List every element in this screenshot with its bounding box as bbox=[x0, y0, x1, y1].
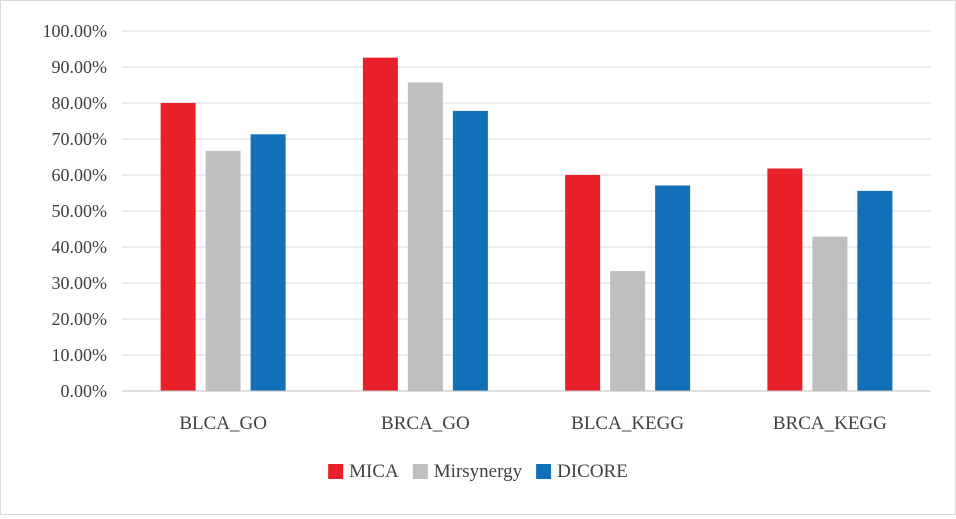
legend-label: MICA bbox=[349, 461, 399, 482]
bar-mirsynergy-brca-kegg bbox=[812, 236, 848, 391]
bar-mica-brca-kegg bbox=[767, 168, 803, 391]
x-tick-label: BLCA_KEGG bbox=[571, 413, 684, 434]
bar-mirsynergy-blca-go bbox=[205, 150, 241, 391]
x-tick-label: BLCA_GO bbox=[179, 413, 267, 434]
bar-mica-blca-kegg bbox=[565, 175, 601, 391]
legend-label: Mirsynergy bbox=[434, 461, 523, 482]
y-tick-label: 30.00% bbox=[52, 273, 108, 293]
x-tick-label: BRCA_GO bbox=[381, 413, 470, 434]
x-tick-label: BRCA_KEGG bbox=[773, 413, 887, 434]
y-tick-label: 60.00% bbox=[52, 165, 108, 185]
bar-dicore-brca-kegg bbox=[857, 190, 893, 391]
legend: MICA Mirsynergy DICORE bbox=[328, 461, 628, 482]
bar-mirsynergy-blca-kegg bbox=[610, 271, 646, 391]
y-tick-label: 0.00% bbox=[61, 381, 108, 401]
legend-item-dicore: DICORE bbox=[536, 461, 628, 482]
y-tick-label: 40.00% bbox=[52, 237, 108, 257]
legend-item-mirsynergy: Mirsynergy bbox=[412, 461, 523, 482]
axes: 0.00% 10.00% 20.00% 30.00% 40.00% 50.00% 60.00… bbox=[43, 21, 931, 434]
legend-item-mica: MICA bbox=[328, 461, 399, 482]
gridlines bbox=[122, 30, 931, 356]
bars bbox=[160, 57, 893, 392]
legend-swatch bbox=[536, 464, 552, 479]
y-tick-label: 50.00% bbox=[52, 201, 108, 221]
bar-mica-brca-go bbox=[362, 57, 398, 391]
legend-swatch bbox=[328, 464, 344, 479]
y-tick-label: 20.00% bbox=[52, 309, 108, 329]
bar-mirsynergy-brca-go bbox=[407, 82, 443, 391]
y-tick-label: 80.00% bbox=[52, 93, 108, 113]
bar-dicore-brca-go bbox=[452, 110, 488, 392]
legend-swatch bbox=[412, 464, 428, 479]
bar-mica-blca-go bbox=[160, 103, 196, 391]
y-tick-label: 10.00% bbox=[52, 345, 108, 365]
y-tick-label: 70.00% bbox=[52, 129, 108, 149]
y-tick-label: 100.00% bbox=[43, 21, 108, 41]
bar-dicore-blca-go bbox=[250, 134, 286, 391]
y-tick-label: 90.00% bbox=[52, 57, 108, 77]
bar-dicore-blca-kegg bbox=[655, 185, 691, 391]
legend-label: DICORE bbox=[557, 461, 628, 482]
